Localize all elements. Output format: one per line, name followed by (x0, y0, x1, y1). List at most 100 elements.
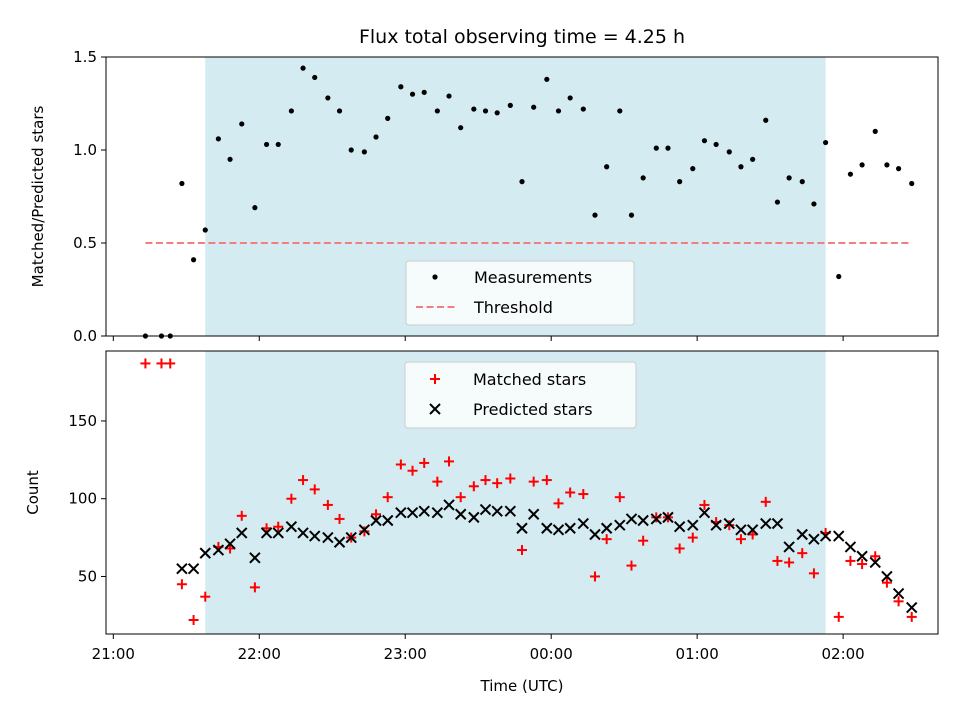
predicted-star-point-56 (856, 550, 868, 562)
predicted-star-point-44 (710, 519, 722, 531)
predicted-star-point-43 (698, 507, 711, 519)
bottom-y-tick-label-1: 100 (68, 490, 97, 508)
predicted-star-point-27 (504, 505, 517, 517)
legend-predicted-marker (429, 403, 441, 415)
matched-star-point-8 (236, 510, 247, 521)
matched-star-point-14 (309, 484, 320, 495)
top-y-ticks: 0.0 0.5 1.0 1.5 (73, 48, 106, 345)
matched-star-point-39 (614, 492, 625, 503)
top-y-tick-label-1: 0.5 (73, 234, 97, 252)
predicted-star-point-36 (614, 519, 626, 531)
measurement-point-25 (446, 93, 452, 99)
matched-star-point-44 (674, 543, 685, 554)
measurement-point-42 (653, 145, 659, 151)
predicted-star-point-22 (443, 499, 455, 511)
measurement-point-45 (690, 166, 696, 172)
legend-threshold-label: Threshold (473, 298, 553, 317)
matched-star-point-18 (359, 526, 370, 537)
matched-star-point-16 (334, 513, 345, 524)
matched-star-point-23 (419, 457, 430, 468)
predicted-stars-points (176, 499, 918, 614)
matched-star-point-3 (176, 579, 187, 590)
measurement-point-6 (215, 136, 221, 142)
matched-star-point-11 (273, 521, 284, 532)
matched-star-point-42 (651, 512, 662, 523)
predicted-star-point-41 (673, 521, 686, 533)
predicted-star-point-32 (564, 522, 576, 534)
predicted-star-point-7 (260, 527, 273, 539)
predicted-star-point-35 (600, 522, 613, 534)
matched-star-point-9 (249, 582, 260, 593)
measurement-point-27 (471, 106, 477, 112)
x-tick-label-3: 00:00 (530, 645, 573, 663)
top-legend-box (405, 260, 635, 326)
predicted-star-point-25 (479, 503, 492, 516)
chart-title: Flux total observing time = 4.25 h (359, 26, 685, 48)
measurement-point-62 (895, 166, 902, 172)
measurement-point-60 (872, 128, 878, 134)
measurement-point-8 (239, 121, 245, 127)
measurement-point-40 (628, 212, 635, 218)
legend-matched-marker (430, 374, 440, 384)
bottom-axes-frame (105, 350, 939, 635)
matched-star-point-26 (455, 492, 466, 503)
matched-star-point-51 (760, 496, 771, 507)
matched-star-point-57 (833, 611, 844, 622)
measurement-point-5 (202, 227, 208, 233)
bottom-y-tick-label-0: 50 (78, 567, 97, 585)
matched-star-point-29 (492, 478, 503, 489)
predicted-star-point-20 (418, 505, 430, 517)
matched-star-point-38 (601, 534, 612, 545)
measurement-point-4 (190, 257, 197, 263)
predicted-star-point-48 (760, 517, 772, 530)
top-x-ticks (112, 336, 844, 341)
predicted-star-point-17 (382, 514, 394, 527)
matched-star-point-63 (906, 611, 917, 622)
matched-star-point-58 (845, 555, 856, 566)
measurement-point-58 (847, 171, 854, 177)
predicted-star-point-2 (199, 547, 211, 559)
measurement-point-15 (325, 95, 331, 101)
predicted-star-point-3 (212, 544, 225, 556)
predicted-star-point-45 (723, 517, 735, 530)
measurement-points (142, 65, 915, 339)
predicted-star-point-21 (431, 507, 444, 519)
predicted-star-point-37 (625, 513, 638, 525)
x-tick-label-0: 21:00 (92, 645, 135, 663)
matched-star-point-19 (371, 509, 382, 520)
predicted-star-point-58 (881, 570, 893, 583)
predicted-star-point-59 (892, 587, 905, 600)
measurement-point-20 (385, 115, 391, 121)
matched-star-point-2 (165, 358, 176, 369)
measurement-point-13 (300, 65, 306, 71)
predicted-star-point-23 (454, 508, 467, 520)
measurement-point-33 (544, 76, 550, 82)
matched-star-point-62 (893, 596, 904, 607)
matched-star-point-59 (857, 559, 868, 570)
measurement-point-37 (592, 212, 598, 218)
matched-star-point-4 (188, 615, 199, 626)
matched-star-point-45 (687, 532, 698, 543)
measurement-point-54 (799, 179, 805, 185)
measurement-point-35 (567, 95, 573, 101)
x-tick-label-1: 22:00 (238, 645, 281, 663)
matched-star-point-13 (298, 475, 309, 486)
matched-stars-points (140, 358, 917, 626)
legend-predicted-label: Predicted stars (473, 400, 593, 419)
measurement-point-24 (434, 108, 440, 114)
matched-star-point-24 (432, 476, 443, 487)
predicted-star-point-14 (345, 531, 357, 544)
predicted-star-point-18 (395, 507, 407, 519)
measurement-point-63 (909, 180, 915, 187)
measurement-point-52 (774, 199, 781, 205)
top-panel: 0.0 0.5 1.0 1.5 Flux total observing time =… (29, 26, 939, 345)
matched-star-point-35 (565, 487, 576, 498)
matched-star-point-30 (505, 473, 516, 484)
x-tick-label-2: 23:00 (384, 645, 427, 663)
measurement-point-30 (507, 102, 513, 108)
measurement-point-51 (763, 117, 769, 123)
measurement-point-43 (665, 145, 671, 151)
matched-star-point-31 (517, 545, 527, 556)
